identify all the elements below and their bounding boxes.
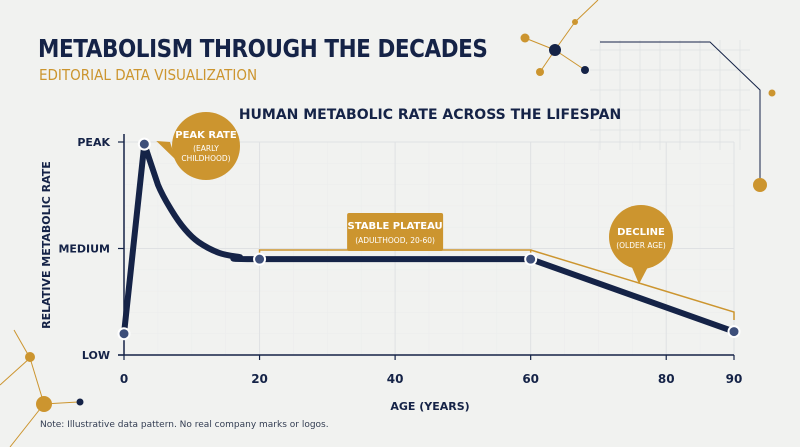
y-tick-label: PEAK (77, 136, 110, 149)
data-point-marker (727, 325, 741, 339)
x-tick-label: 60 (522, 372, 539, 386)
decline-callout-bubble (609, 205, 673, 269)
decline-callout-pointer (631, 265, 649, 284)
peak-callout-label: PEAK RATE (175, 130, 237, 141)
y-axis-label: RELATIVE METABOLIC RATE (40, 161, 53, 329)
page-subtitle: EDITORIAL DATA VISUALIZATION (39, 66, 258, 84)
x-tick-label: 0 (120, 372, 128, 386)
decline-callout-sublabel: (OLDER AGE) (616, 241, 666, 250)
data-point-marker (117, 327, 131, 341)
decline-callout-label: DECLINE (617, 227, 665, 238)
peak-callout-sublabel: CHILDHOOD) (181, 154, 230, 163)
peak-callout-bubble (172, 112, 240, 180)
x-tick-label: 80 (658, 372, 675, 386)
plateau-callout-box (347, 213, 444, 251)
footer-note: Note: Illustrative data pattern. No real… (40, 420, 329, 430)
chart-title: HUMAN METABOLIC RATE ACROSS THE LIFESPAN (239, 107, 621, 123)
plateau-callout-label: STABLE PLATEAU (348, 221, 443, 232)
x-tick-label: 20 (251, 372, 268, 386)
decline-guide-line (530, 249, 735, 320)
peak-callout-sublabel: (EARLY (193, 144, 219, 153)
y-tick-label: LOW (82, 349, 110, 362)
data-point-marker (253, 252, 267, 266)
x-tick-label: 40 (387, 372, 404, 386)
data-point-marker (524, 252, 538, 266)
plateau-callout-sublabel: (ADULTHOOD, 20-60) (355, 236, 435, 245)
data-point-marker (137, 137, 151, 151)
page-title: METABOLISM THROUGH THE DECADES (38, 34, 488, 63)
y-tick-label: MEDIUM (58, 243, 110, 256)
peak-callout-pointer (156, 141, 176, 160)
metabolic-rate-line (121, 141, 737, 337)
x-tick-label: 90 (726, 372, 743, 386)
x-axis-label: AGE (YEARS) (390, 400, 469, 413)
